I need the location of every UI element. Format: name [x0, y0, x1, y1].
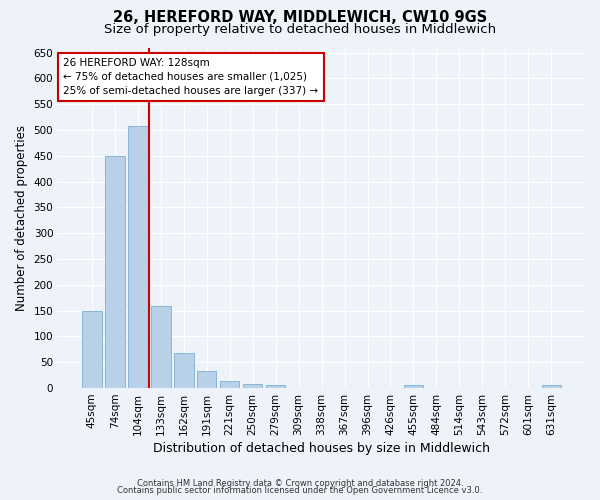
X-axis label: Distribution of detached houses by size in Middlewich: Distribution of detached houses by size … — [153, 442, 490, 455]
Bar — [82, 310, 101, 388]
Bar — [197, 371, 217, 388]
Bar — [105, 156, 125, 388]
Text: Size of property relative to detached houses in Middlewich: Size of property relative to detached ho… — [104, 22, 496, 36]
Y-axis label: Number of detached properties: Number of detached properties — [15, 125, 28, 311]
Text: 26, HEREFORD WAY, MIDDLEWICH, CW10 9GS: 26, HEREFORD WAY, MIDDLEWICH, CW10 9GS — [113, 10, 487, 25]
Bar — [266, 386, 286, 388]
Text: Contains public sector information licensed under the Open Government Licence v3: Contains public sector information licen… — [118, 486, 482, 495]
Text: Contains HM Land Registry data © Crown copyright and database right 2024.: Contains HM Land Registry data © Crown c… — [137, 478, 463, 488]
Text: 26 HEREFORD WAY: 128sqm
← 75% of detached houses are smaller (1,025)
25% of semi: 26 HEREFORD WAY: 128sqm ← 75% of detache… — [64, 58, 319, 96]
Bar — [243, 384, 262, 388]
Bar — [542, 386, 561, 388]
Bar — [128, 126, 148, 388]
Bar — [404, 385, 423, 388]
Bar — [220, 382, 239, 388]
Bar — [174, 353, 194, 388]
Bar — [151, 306, 170, 388]
